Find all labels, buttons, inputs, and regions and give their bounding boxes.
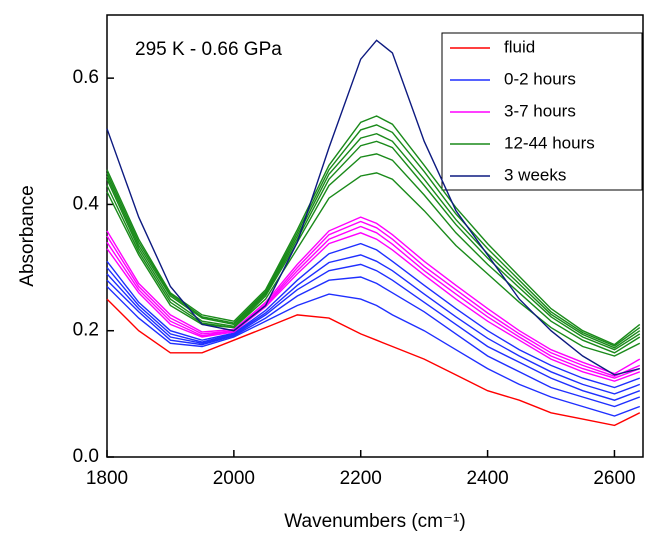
- x-axis-label: Wavenumbers (cm⁻¹): [284, 511, 465, 532]
- legend-label: 3 weeks: [504, 165, 566, 184]
- x-tick-label: 2200: [340, 468, 382, 489]
- data-line: [106, 225, 641, 379]
- y-tick-label: 0.0: [73, 446, 99, 467]
- y-tick-label: 0.4: [73, 193, 100, 214]
- x-tick-label: 2600: [593, 468, 635, 489]
- data-line: [106, 153, 641, 354]
- x-tick-label: 2000: [213, 468, 255, 489]
- data-line: [106, 254, 641, 395]
- y-tick-label: 0.6: [73, 67, 99, 88]
- data-line: [106, 276, 641, 408]
- y-tick-label: 0.2: [73, 320, 99, 341]
- x-tick-label: 1800: [86, 468, 128, 489]
- legend-label: 12-44 hours: [504, 133, 595, 152]
- data-line: [106, 242, 641, 389]
- data-line: [106, 216, 641, 375]
- data-line: [106, 298, 641, 427]
- data-line: [106, 140, 641, 351]
- data-line: [106, 263, 641, 401]
- legend-label: fluid: [504, 37, 535, 56]
- data-line: [106, 220, 641, 377]
- data-line: [106, 115, 641, 346]
- legend-label: 0-2 hours: [504, 69, 576, 88]
- data-line: [106, 39, 640, 376]
- y-axis-label: Absorbance: [17, 185, 38, 286]
- annotation: 295 K - 0.66 GPa: [135, 39, 282, 60]
- x-tick-label: 2400: [466, 468, 508, 489]
- data-line: [106, 124, 641, 347]
- legend-label: 3-7 hours: [504, 101, 576, 120]
- data-line: [106, 286, 641, 417]
- data-line: [106, 232, 641, 382]
- data-line: [106, 132, 641, 349]
